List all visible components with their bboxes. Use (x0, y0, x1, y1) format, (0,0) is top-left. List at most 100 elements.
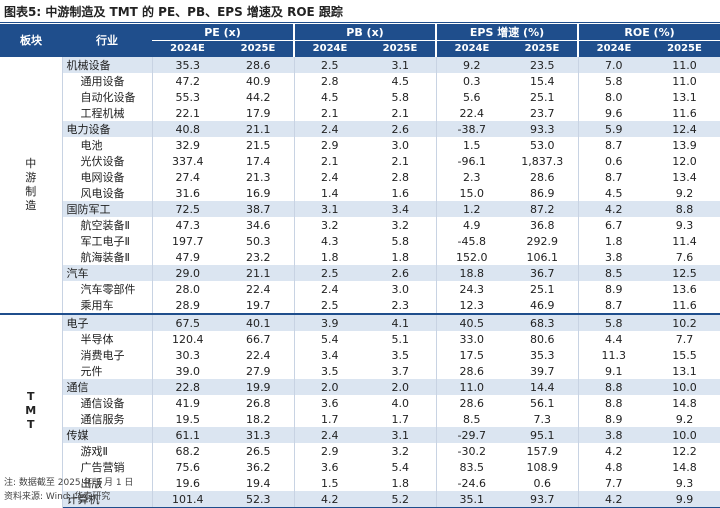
value-cell: 3.2 (391, 218, 410, 232)
value-cell: 12.5 (649, 265, 720, 281)
value-cell: 5.4 (293, 331, 365, 347)
value-cell: 19.6 (151, 475, 223, 491)
value-cell: 93.3 (507, 121, 579, 137)
value-cell: 1.7 (391, 412, 410, 426)
value-cell: 21.3 (246, 170, 271, 184)
value-cell: 3.9 (293, 313, 365, 331)
industry-name: 电子 (62, 313, 152, 331)
value-cell: 40.9 (246, 74, 271, 88)
value-cell: 157.9 (526, 444, 559, 458)
value-cell: 26.8 (246, 396, 271, 410)
sub-industry-name: 自动化设备 (80, 91, 136, 104)
value-cell: 47.9 (151, 249, 223, 265)
header-pe: PE (x) (152, 24, 294, 41)
value-cell: 0.6 (533, 476, 552, 490)
value-cell: 6.7 (577, 217, 650, 233)
value-cell: 9.2 (675, 186, 694, 200)
table-row: 电力设备 40.8 21.1 2.4 2.6 -38.7 93.3 5.9 12.4 (0, 121, 720, 137)
value-cell: 3.2 (391, 444, 410, 458)
value-cell: 55.3 (151, 89, 223, 105)
value-cell: 2.4 (293, 121, 365, 137)
figure-title: 图表5: 中游制造及 TMT 的 PE、PB、EPS 增速及 ROE 跟踪 (4, 5, 343, 19)
sector-label: 中游制造 (0, 55, 63, 314)
value-cell: 1.8 (391, 476, 410, 490)
value-cell: 61.1 (151, 427, 223, 443)
value-cell: 2.5 (293, 265, 365, 281)
value-cell: 8.8 (649, 201, 720, 217)
sub-industry-name: 消费电子 (80, 349, 125, 362)
value-cell: -30.2 (435, 443, 507, 459)
header-pb: PB (x) (293, 24, 436, 41)
value-cell: 2.1 (293, 105, 365, 121)
value-cell: 17.5 (435, 347, 507, 363)
value-cell: 72.5 (151, 201, 223, 217)
value-cell: 11.6 (672, 298, 697, 312)
value-cell: 2.4 (293, 281, 365, 297)
value-cell: 5.2 (365, 491, 436, 508)
table-row: 光伏设备 337.4 17.4 2.1 2.1 -96.1 1,837.3 0.6 12.0 (0, 153, 720, 169)
value-cell: 28.6 (530, 170, 555, 184)
table-row: 广告营销 75.6 36.2 3.6 5.4 83.5 108.9 4.8 14.8 (0, 459, 720, 475)
sub-industry-name: 游戏Ⅱ (80, 445, 108, 458)
table-row: 自动化设备 55.3 44.2 4.5 5.8 5.6 25.1 8.0 13.1 (0, 89, 720, 105)
value-cell: 14.8 (672, 460, 697, 474)
value-cell: 11.3 (577, 347, 650, 363)
value-cell: 22.4 (246, 282, 271, 296)
sub-industry-name: 汽车零部件 (80, 283, 136, 296)
sector-label: TMT (0, 313, 63, 508)
value-cell: 25.1 (530, 90, 555, 104)
value-cell: 4.8 (577, 459, 650, 475)
industry-name: 传媒 (62, 427, 152, 443)
value-cell: 10.2 (649, 313, 720, 331)
table-row: 国防军工 72.5 38.7 3.1 3.4 1.2 87.2 4.2 8.8 (0, 201, 720, 217)
value-cell: 12.2 (672, 444, 697, 458)
header-year: 2025E (223, 40, 294, 56)
value-cell: 8.9 (577, 411, 650, 427)
table-row: 出版 19.6 19.4 1.5 1.8 -24.6 0.6 7.7 9.3 (0, 475, 720, 491)
value-cell: -96.1 (435, 153, 507, 169)
table-row: 乘用车 28.9 19.7 2.5 2.3 12.3 46.9 8.7 11.6 (0, 297, 720, 314)
table-row: 传媒 61.1 31.3 2.4 3.1 -29.7 95.1 3.8 10.0 (0, 427, 720, 443)
value-cell: 7.3 (533, 412, 552, 426)
table-row: 军工电子Ⅱ 197.7 50.3 4.3 5.8 -45.8 292.9 1.8 11.4 (0, 233, 720, 249)
value-cell: 5.8 (577, 73, 650, 89)
header-row-groups: 板块 行业 PE (x) PB (x) EPS 增速 (%) ROE (%) (0, 24, 720, 56)
value-cell: 2.1 (391, 106, 410, 120)
table-row: 中游制造 机械设备 35.3 28.6 2.5 3.1 9.2 23.5 7.0 11.0 (0, 55, 720, 314)
value-cell: 8.5 (577, 265, 650, 281)
value-cell: 46.9 (530, 298, 555, 312)
value-cell: 10.0 (649, 379, 720, 395)
value-cell: 47.3 (151, 217, 223, 233)
value-cell: 1.8 (293, 249, 365, 265)
value-cell: 4.5 (293, 89, 365, 105)
value-cell: 22.4 (246, 348, 271, 362)
table-row: 消费电子 30.3 22.4 3.4 3.5 17.5 35.3 11.3 15.5 (0, 347, 720, 363)
footnotes: 注: 数据截至 2025 年 3 月 1 日 资料来源: Wind, 华泰研究 (4, 476, 133, 504)
value-cell: 3.0 (391, 138, 410, 152)
sub-industry-name: 通信服务 (80, 413, 125, 426)
value-cell: 56.1 (530, 396, 555, 410)
header-row-years: 2024E 2025E 2024E 2025E 2024E 2025E 2024… (0, 40, 720, 56)
value-cell: 17.9 (246, 106, 271, 120)
value-cell: 3.2 (293, 217, 365, 233)
value-cell: 36.8 (530, 218, 555, 232)
table-row: 工程机械 22.1 17.9 2.1 2.1 22.4 23.7 9.6 11.6 (0, 105, 720, 121)
value-cell: 2.8 (293, 73, 365, 89)
value-cell: 3.6 (293, 395, 365, 411)
value-cell: 4.2 (577, 201, 650, 217)
value-cell: 39.7 (530, 364, 555, 378)
value-cell: 9.1 (577, 363, 650, 379)
value-cell: 8.9 (577, 281, 650, 297)
value-cell: 4.1 (365, 313, 436, 331)
header-year: 2025E (365, 40, 436, 56)
value-cell: 4.9 (435, 217, 507, 233)
value-cell: 1.2 (435, 201, 507, 217)
header-roe: ROE (%) (577, 24, 720, 41)
sub-industry-name: 半导体 (80, 333, 114, 346)
sub-industry-name: 光伏设备 (80, 155, 125, 168)
value-cell: 11.6 (672, 106, 697, 120)
value-cell: 26.5 (246, 444, 271, 458)
table-row: 汽车零部件 28.0 22.4 2.4 3.0 24.3 25.1 8.9 13.6 (0, 281, 720, 297)
value-cell: 39.0 (151, 363, 223, 379)
value-cell: 80.6 (530, 332, 555, 346)
